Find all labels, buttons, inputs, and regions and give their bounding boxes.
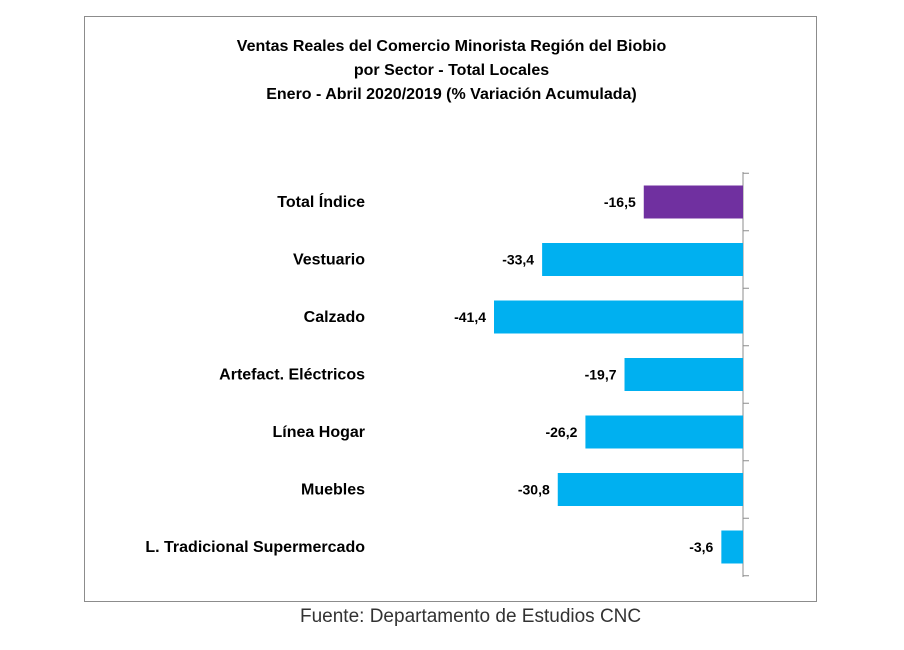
bar-l-tradicional-supermercado <box>721 530 743 564</box>
chart-title-line-1: Ventas Reales del Comercio Minorista Reg… <box>236 38 667 55</box>
category-label: Total Índice <box>277 192 365 211</box>
category-label: Vestuario <box>293 252 365 269</box>
chart-title: Ventas Reales del Comercio Minorista Reg… <box>85 35 818 107</box>
data-label: -41,4 <box>454 309 486 325</box>
data-label: -3,6 <box>689 539 713 555</box>
chart-frame: Ventas Reales del Comercio Minorista Reg… <box>84 16 817 602</box>
data-label: -30,8 <box>518 482 550 498</box>
bar-calzado <box>494 300 743 334</box>
category-label: Artefact. Eléctricos <box>219 367 365 384</box>
category-label: Calzado <box>304 309 366 326</box>
chart-title-line-3: Enero - Abril 2020/2019 (% Variación Acu… <box>266 86 637 103</box>
bar-chart: -16,5 Total Índice -33,4 Vestuario -41,4 Calz… <box>145 172 749 577</box>
source-text: Fuente: Departamento de Estudios CNC <box>300 606 642 627</box>
data-label: -33,4 <box>502 252 534 268</box>
data-label: -19,7 <box>585 367 617 383</box>
bar-artefact-eléctricos <box>624 358 743 391</box>
category-label: L. Tradicional Supermercado <box>145 539 365 556</box>
bar-línea-hogar <box>585 415 743 449</box>
category-label: Muebles <box>301 482 365 499</box>
bar-vestuario <box>542 243 743 276</box>
category-label: Línea Hogar <box>273 424 365 441</box>
bar-total-índice <box>643 185 743 219</box>
chart-title-line-2: por Sector - Total Locales <box>353 62 550 79</box>
data-label: -16,5 <box>604 194 636 210</box>
data-label: -26,2 <box>545 424 577 440</box>
bar-muebles <box>557 473 743 506</box>
